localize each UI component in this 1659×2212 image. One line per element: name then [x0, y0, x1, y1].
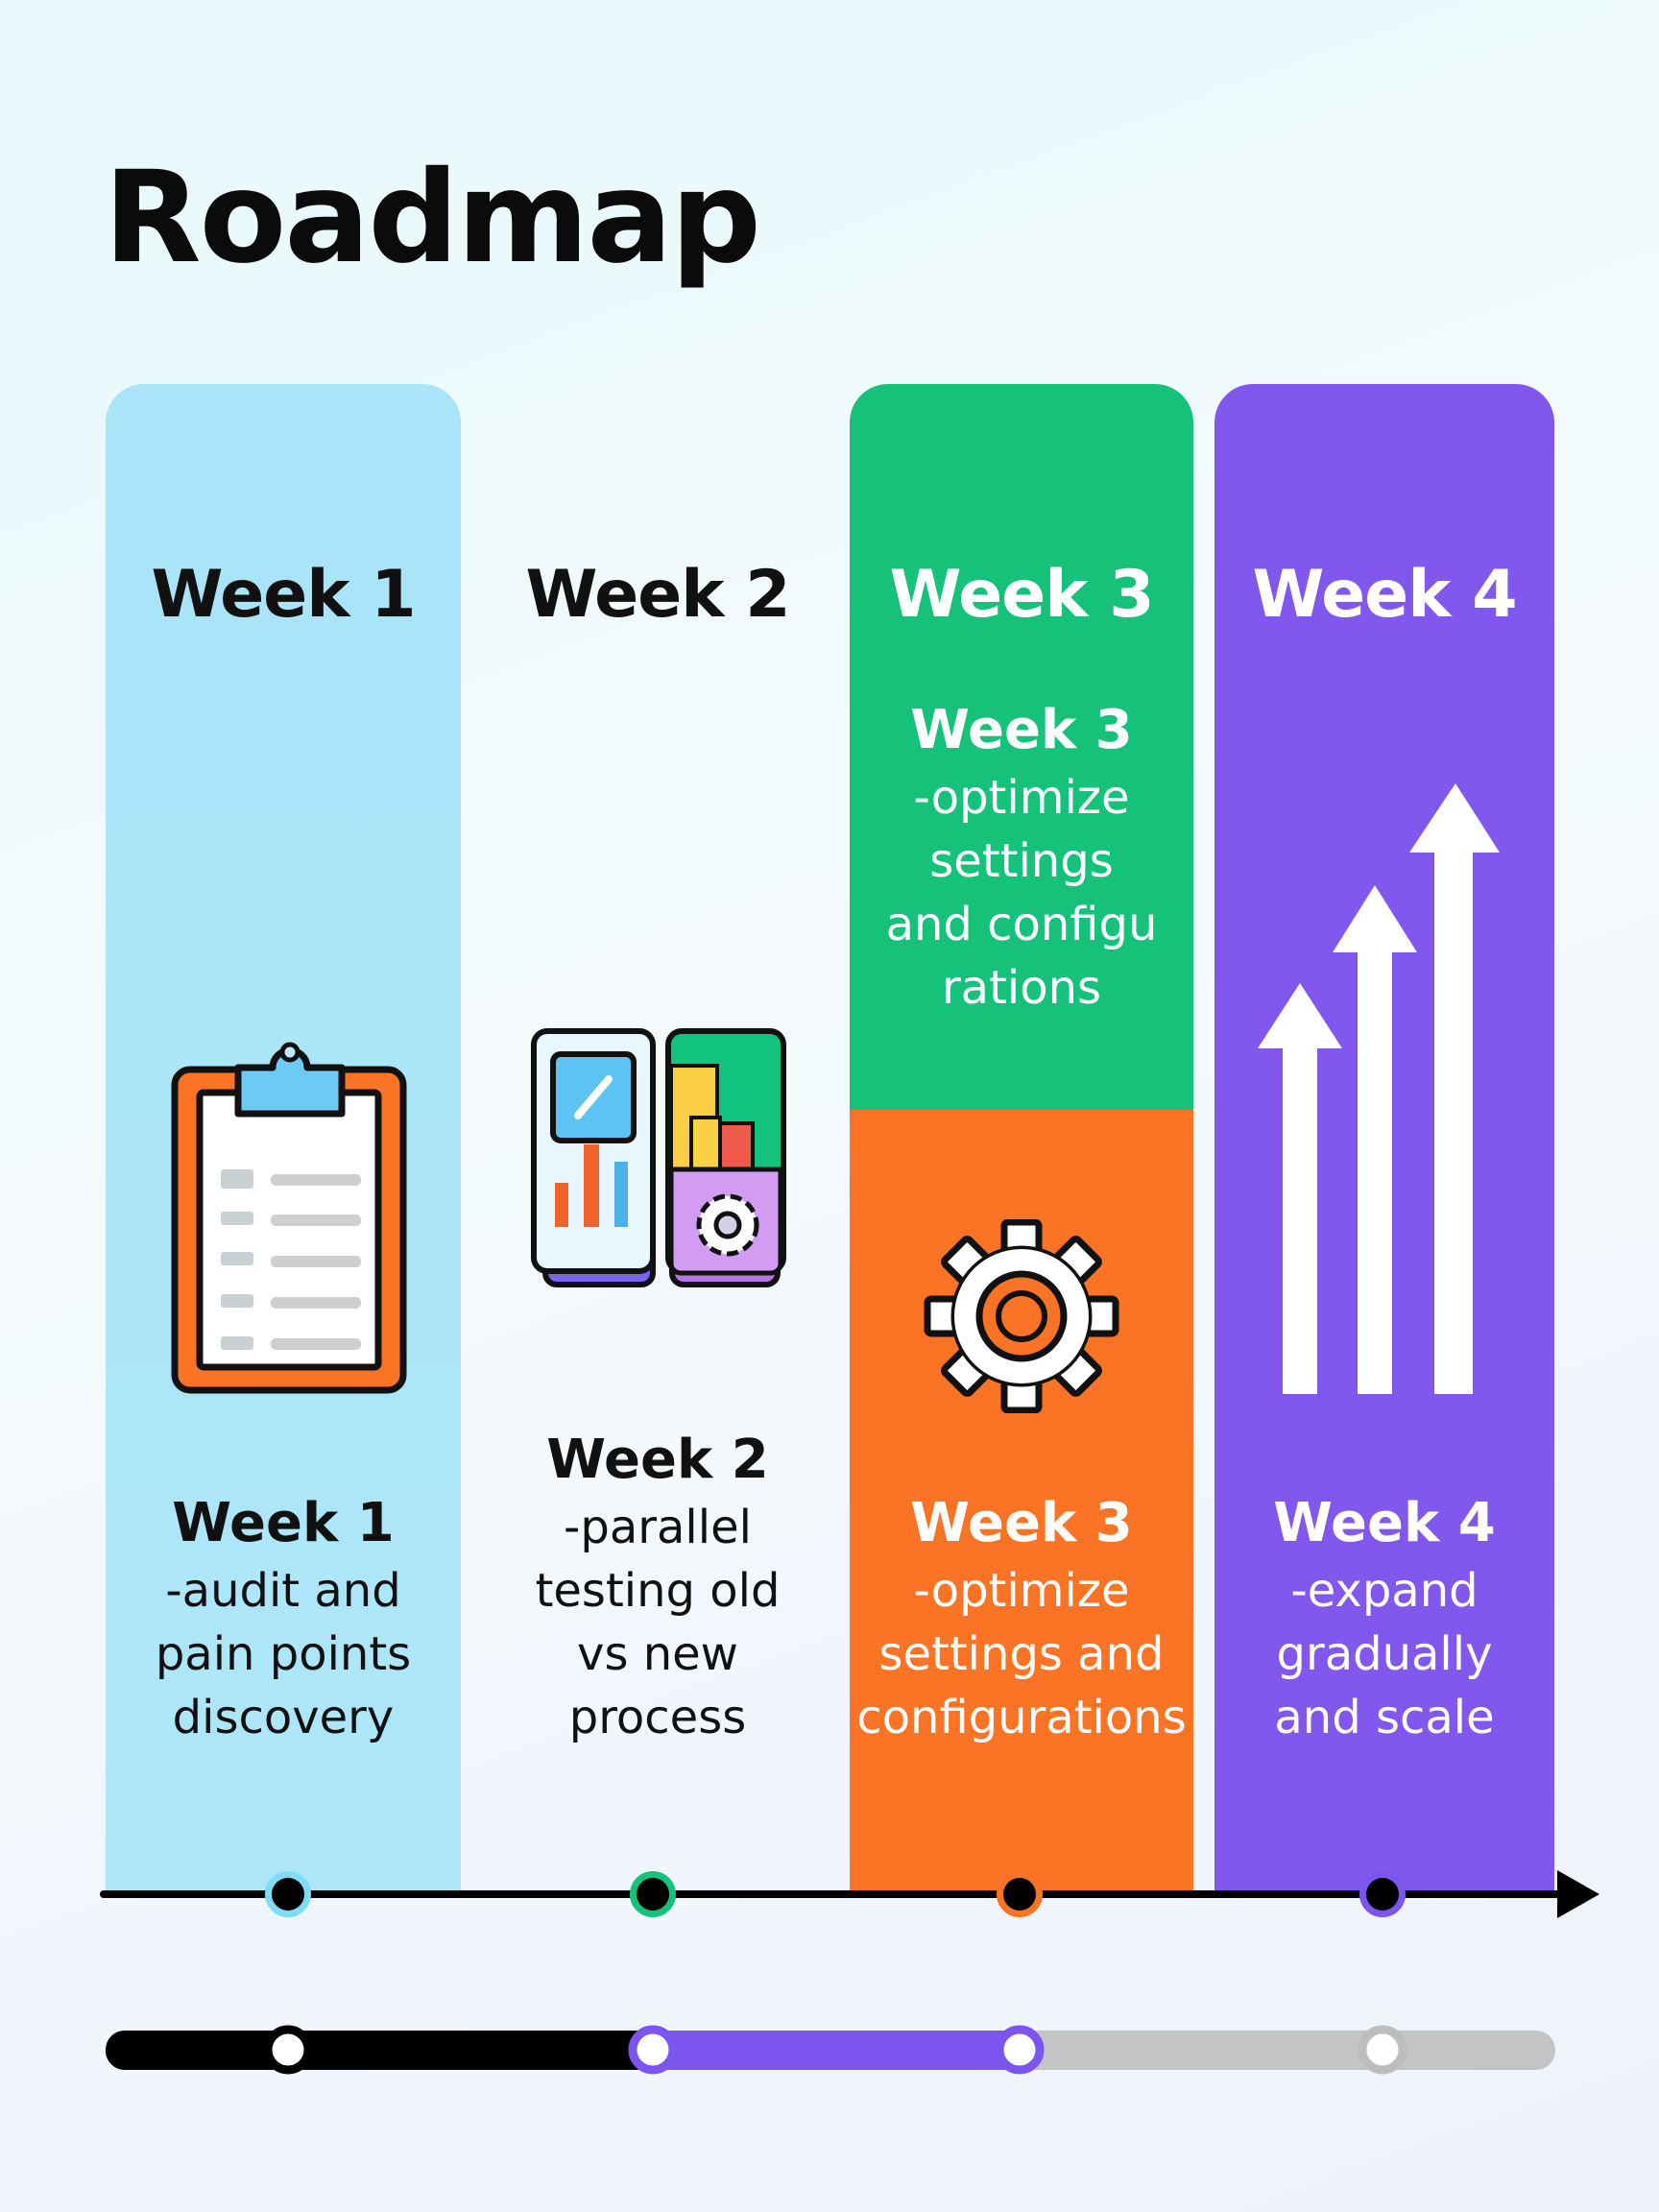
desc-line: discovery [172, 1691, 395, 1744]
desc-line: rations [941, 961, 1102, 1015]
week-3-label: Week 3 [910, 1492, 1133, 1554]
desc-line: testing old [535, 1564, 781, 1618]
desc-line: -expand [1290, 1564, 1479, 1618]
week-4-label: Week 4 [1273, 1492, 1496, 1554]
timeline-axis [100, 1870, 1599, 1918]
week-1-text: Week 1 -audit and pain points discovery [106, 1488, 461, 1749]
timeline-marker-week-1 [265, 1871, 311, 1917]
progress-step-3 [995, 2025, 1045, 2075]
week-2-text: Week 2 -parallel testing old vs new proc… [480, 1425, 835, 1749]
desc-line: and configu [885, 898, 1158, 951]
clipboard-icon [171, 1042, 407, 1394]
page-title: Roadmap [104, 144, 761, 292]
arrow-head-icon [1557, 1870, 1599, 1918]
desc-line: pain points [155, 1627, 412, 1681]
desc-line: process [568, 1691, 747, 1744]
week-3-text: Week 3 -optimize settings and configurat… [850, 1488, 1193, 1749]
week-3-column-top [850, 384, 1193, 1110]
timeline-marker-week-3 [997, 1871, 1043, 1917]
week-1-header: Week 1 [151, 557, 416, 633]
progress-step-4 [1358, 2025, 1407, 2075]
desc-line: settings [929, 834, 1114, 888]
progress-bar [106, 2025, 1555, 2075]
desc-line: gradually [1276, 1627, 1493, 1681]
desc-line: configurations [856, 1691, 1187, 1744]
timeline-marker-week-4 [1359, 1871, 1406, 1917]
week-3-top-text: Week 3 -optimize settings and configu ra… [850, 695, 1193, 1020]
progress-step-2 [628, 2025, 678, 2075]
timeline-marker-week-2 [630, 1871, 676, 1917]
desc-line: settings and [878, 1627, 1165, 1681]
desc-line: -parallel [564, 1501, 752, 1554]
progress-step-1 [263, 2025, 313, 2075]
desc-line: -audit and [165, 1564, 401, 1618]
gear-icon [924, 1219, 1119, 1413]
devices-dashboard-icon [531, 1028, 786, 1287]
week-3-header: Week 3 [889, 557, 1154, 633]
week-4-text: Week 4 -expand gradually and scale [1214, 1488, 1554, 1749]
week-2-header: Week 2 [525, 557, 790, 633]
week-3-top-label: Week 3 [910, 699, 1133, 761]
week-2-label: Week 2 [546, 1429, 769, 1491]
desc-line: -optimize [913, 771, 1130, 825]
desc-line: and scale [1274, 1691, 1495, 1744]
desc-line: vs new [577, 1627, 738, 1681]
desc-line: -optimize [913, 1564, 1130, 1618]
growth-arrows-icon [1258, 783, 1500, 1394]
week-1-label: Week 1 [172, 1492, 395, 1554]
week-4-header: Week 4 [1252, 557, 1517, 633]
